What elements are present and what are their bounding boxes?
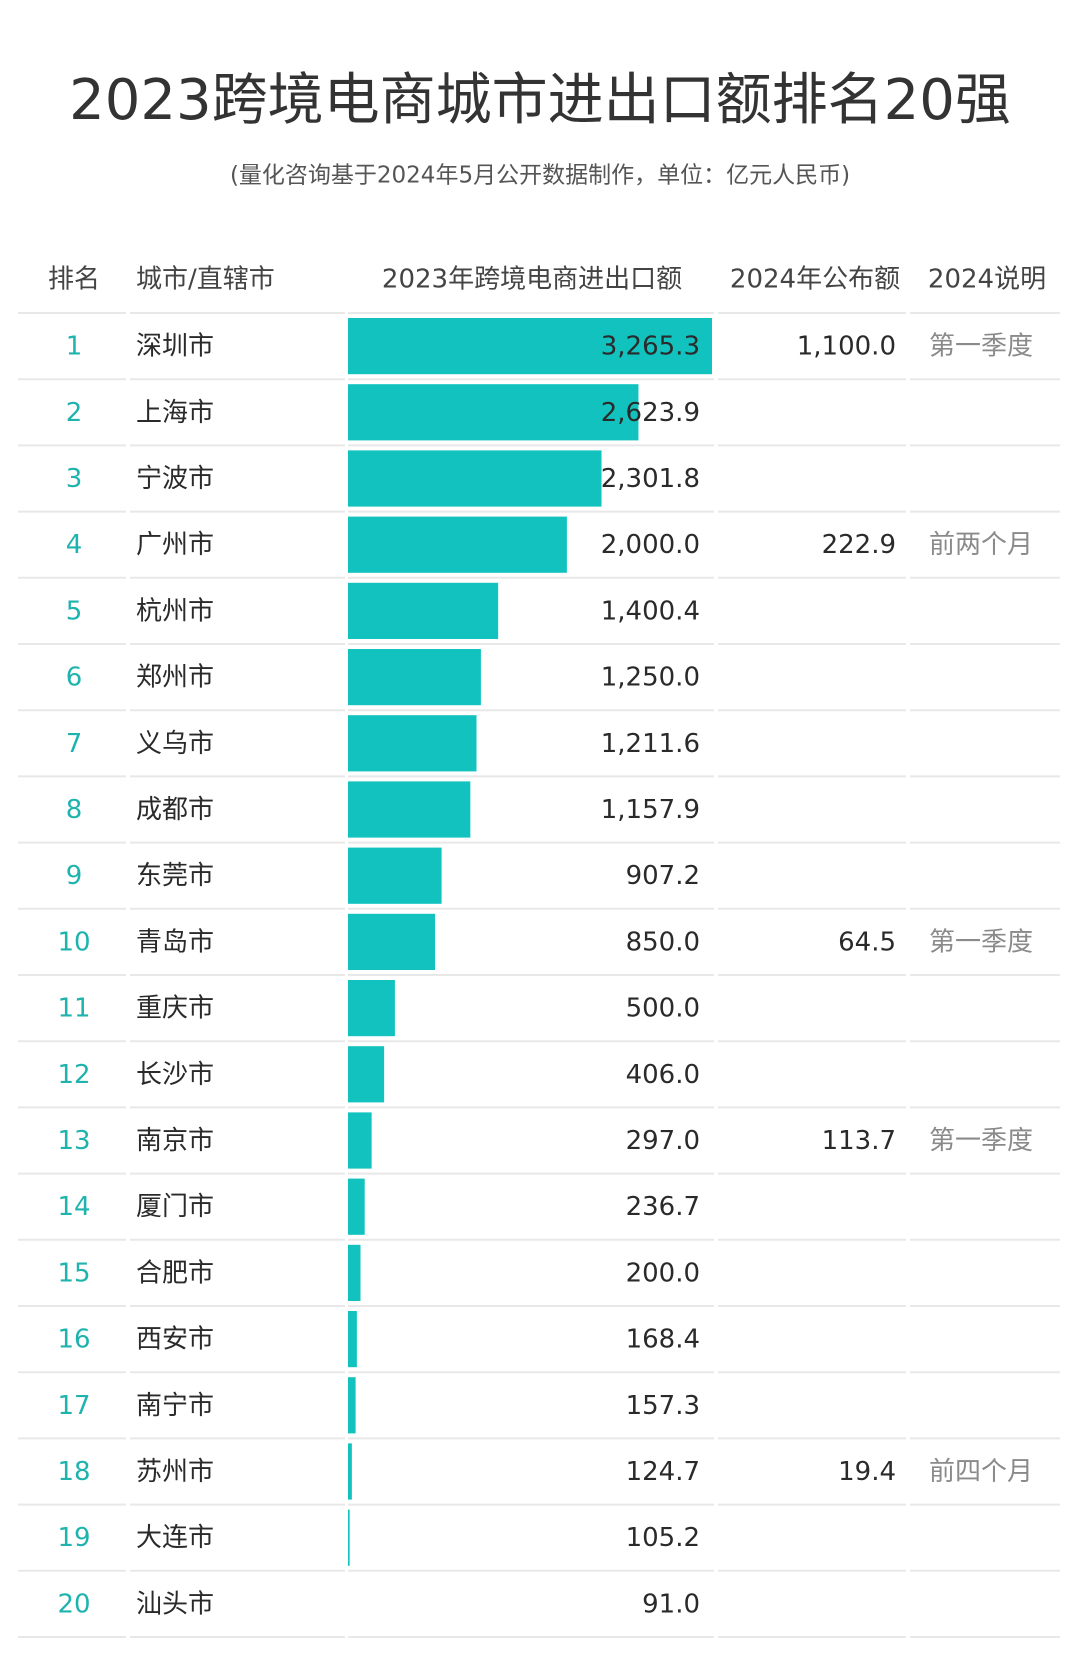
rank: 13 xyxy=(57,1126,90,1156)
value-label: 124.7 xyxy=(626,1457,700,1487)
bar xyxy=(348,781,471,838)
note: 前两个月 xyxy=(929,530,1033,560)
bar xyxy=(348,516,567,573)
bar xyxy=(348,1377,356,1434)
rank: 14 xyxy=(57,1192,90,1222)
bar xyxy=(348,1244,361,1301)
bar xyxy=(348,1112,372,1169)
rank: 10 xyxy=(57,927,90,957)
city: 合肥市 xyxy=(136,1258,214,1288)
value-label: 500.0 xyxy=(626,994,700,1024)
header: 城市/直辖市 xyxy=(136,265,275,295)
note: 第一季度 xyxy=(929,1126,1033,1156)
city: 南京市 xyxy=(136,1126,214,1156)
published: 222.9 xyxy=(822,530,896,560)
bar xyxy=(348,715,477,772)
header: 2024年公布额 xyxy=(730,265,900,295)
city: 深圳市 xyxy=(136,332,214,362)
header: 2023年跨境电商进出口额 xyxy=(382,265,682,295)
published: 19.4 xyxy=(838,1457,896,1487)
bar xyxy=(348,384,639,441)
published: 64.5 xyxy=(838,927,896,957)
value-label: 297.0 xyxy=(626,1126,700,1156)
value-label: 157.3 xyxy=(626,1391,700,1421)
city: 长沙市 xyxy=(136,1060,214,1090)
value-label: 1,400.4 xyxy=(601,596,700,626)
city: 东莞市 xyxy=(136,861,214,891)
subtitle: (量化咨询基于2024年5月公开数据制作，单位：亿元人民币) xyxy=(230,163,850,189)
published: 113.7 xyxy=(822,1126,896,1156)
rank: 15 xyxy=(57,1258,90,1288)
bar xyxy=(348,980,395,1037)
rank: 7 xyxy=(66,729,83,759)
value-label: 168.4 xyxy=(626,1325,700,1355)
bar xyxy=(348,649,481,706)
rank: 6 xyxy=(66,663,83,693)
value-label: 1,157.9 xyxy=(601,795,700,825)
rank: 4 xyxy=(66,530,83,560)
rank: 16 xyxy=(57,1325,90,1355)
note: 前四个月 xyxy=(929,1457,1033,1487)
value-label: 406.0 xyxy=(626,1060,700,1090)
rank: 2 xyxy=(66,398,83,428)
value-label: 850.0 xyxy=(626,927,700,957)
bar xyxy=(348,847,442,904)
value-label: 2,623.9 xyxy=(601,398,700,428)
header: 排名 xyxy=(48,265,100,295)
value-label: 2,000.0 xyxy=(601,530,700,560)
value-label: 1,250.0 xyxy=(601,663,700,693)
value-label: 200.0 xyxy=(626,1258,700,1288)
bar xyxy=(348,1443,352,1500)
city: 宁波市 xyxy=(136,464,214,494)
rank: 17 xyxy=(57,1391,90,1421)
rank: 11 xyxy=(57,994,90,1024)
rank: 3 xyxy=(66,464,83,494)
value-label: 236.7 xyxy=(626,1192,700,1222)
published: 1,100.0 xyxy=(797,332,896,362)
title: 2023跨境电商城市进出口额排名20强 xyxy=(69,68,1011,133)
bar xyxy=(348,1178,365,1235)
rank: 9 xyxy=(66,861,83,891)
city: 苏州市 xyxy=(136,1457,214,1487)
city: 上海市 xyxy=(136,398,214,428)
rank: 18 xyxy=(57,1457,90,1487)
city: 南宁市 xyxy=(136,1391,214,1421)
city: 广州市 xyxy=(136,530,214,560)
note: 第一季度 xyxy=(929,927,1033,957)
bar xyxy=(348,1046,385,1103)
bar xyxy=(348,1509,350,1566)
city: 杭州市 xyxy=(136,596,214,626)
value-label: 907.2 xyxy=(626,861,700,891)
note: 第一季度 xyxy=(929,332,1033,362)
bar xyxy=(348,318,712,375)
value-label: 1,211.6 xyxy=(601,729,700,759)
city: 西安市 xyxy=(136,1325,214,1355)
value-label: 105.2 xyxy=(626,1523,700,1553)
rank: 8 xyxy=(66,795,83,825)
city: 义乌市 xyxy=(136,729,214,759)
bar xyxy=(348,913,436,970)
value-label: 2,301.8 xyxy=(601,464,700,494)
city: 青岛市 xyxy=(136,927,214,957)
rank: 1 xyxy=(66,332,83,362)
bar xyxy=(348,1311,357,1368)
city: 汕头市 xyxy=(136,1589,214,1619)
rank: 19 xyxy=(57,1523,90,1553)
city: 成都市 xyxy=(136,795,214,825)
city: 郑州市 xyxy=(136,663,214,693)
city: 厦门市 xyxy=(136,1192,214,1222)
header: 2024说明 xyxy=(928,265,1046,295)
rank: 5 xyxy=(66,596,83,626)
rank: 12 xyxy=(57,1060,90,1090)
city: 重庆市 xyxy=(136,994,214,1024)
value-label: 91.0 xyxy=(642,1589,700,1619)
bar xyxy=(348,582,499,639)
bar xyxy=(348,450,602,507)
value-label: 3,265.3 xyxy=(601,332,700,362)
city: 大连市 xyxy=(136,1523,214,1553)
rank: 20 xyxy=(57,1589,90,1619)
